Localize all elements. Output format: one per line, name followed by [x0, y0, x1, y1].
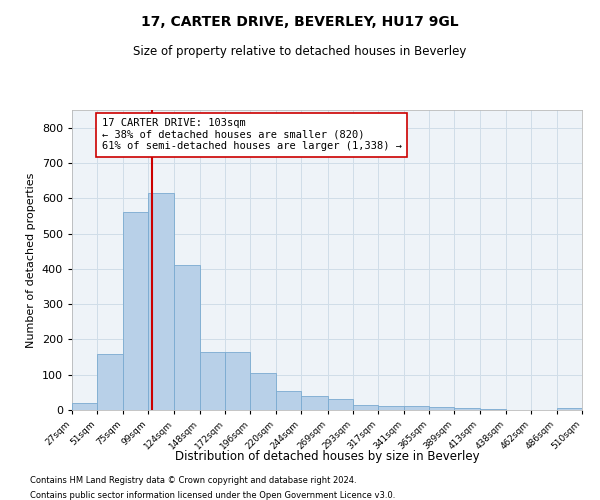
Bar	[225, 352, 250, 410]
Bar	[454, 408, 479, 410]
Bar	[378, 406, 404, 410]
Text: 17, CARTER DRIVE, BEVERLEY, HU17 9GL: 17, CARTER DRIVE, BEVERLEY, HU17 9GL	[141, 15, 459, 29]
Text: Distribution of detached houses by size in Beverley: Distribution of detached houses by size …	[175, 450, 479, 463]
Bar	[404, 406, 429, 410]
Bar	[479, 409, 506, 410]
Bar	[175, 266, 200, 410]
Text: Contains HM Land Registry data © Crown copyright and database right 2024.: Contains HM Land Registry data © Crown c…	[30, 476, 356, 485]
Bar	[557, 408, 582, 410]
Bar	[148, 193, 175, 410]
Text: 17 CARTER DRIVE: 103sqm
← 38% of detached houses are smaller (820)
61% of semi-d: 17 CARTER DRIVE: 103sqm ← 38% of detache…	[101, 118, 401, 152]
Bar	[429, 407, 454, 410]
Text: Size of property relative to detached houses in Beverley: Size of property relative to detached ho…	[133, 45, 467, 58]
Bar	[72, 403, 97, 410]
Bar	[250, 373, 276, 410]
Y-axis label: Number of detached properties: Number of detached properties	[26, 172, 36, 348]
Bar	[122, 212, 148, 410]
Text: Contains public sector information licensed under the Open Government Licence v3: Contains public sector information licen…	[30, 491, 395, 500]
Bar	[328, 400, 353, 410]
Bar	[276, 390, 301, 410]
Bar	[200, 352, 225, 410]
Bar	[97, 354, 122, 410]
Bar	[353, 404, 378, 410]
Bar	[301, 396, 328, 410]
